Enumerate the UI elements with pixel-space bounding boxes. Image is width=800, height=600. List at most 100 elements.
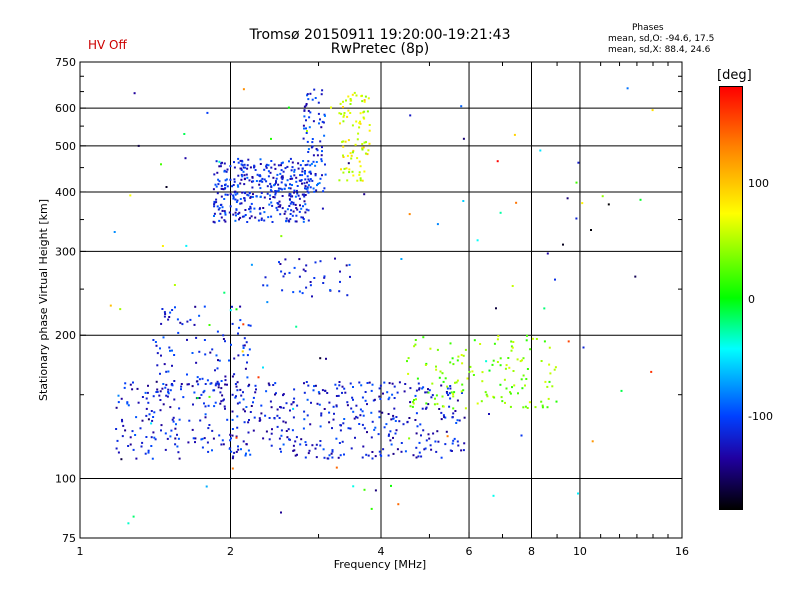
echo-point (393, 407, 396, 410)
echo-point (345, 264, 348, 267)
echo-point (481, 371, 484, 374)
y-tick-label: 200 (55, 329, 76, 342)
echo-point (158, 394, 161, 397)
echo-point (234, 193, 237, 196)
echo-point (312, 120, 315, 123)
echo-point (311, 444, 314, 447)
echo-point (356, 416, 359, 419)
echo-point (344, 391, 347, 394)
echo-point (324, 163, 326, 166)
echo-point (388, 433, 390, 436)
x-tick-label: 10 (573, 545, 587, 558)
echo-point (370, 411, 373, 414)
echo-point (155, 391, 158, 393)
echo-point (361, 179, 364, 182)
echo-point (191, 352, 194, 354)
echo-point (447, 394, 450, 396)
echo-point (361, 396, 364, 399)
echo-point (156, 364, 159, 367)
echo-point (415, 456, 418, 459)
echo-point (409, 405, 412, 408)
echo-point (169, 389, 172, 392)
echo-point (503, 378, 506, 381)
echo-point (302, 268, 305, 271)
echo-point (231, 418, 234, 421)
echo-point (351, 170, 354, 173)
echo-point (233, 357, 236, 360)
echo-point (258, 180, 261, 183)
echo-point (304, 203, 307, 206)
echo-point (129, 383, 132, 386)
echo-point (152, 431, 155, 434)
echo-point (289, 178, 292, 180)
echo-point (347, 95, 350, 98)
echo-point (453, 391, 456, 394)
echo-point (273, 196, 276, 199)
echo-point (321, 150, 323, 153)
echo-point (135, 416, 138, 419)
echo-point (156, 390, 159, 393)
echo-point (435, 368, 438, 371)
echo-point (236, 426, 239, 429)
echo-point (238, 218, 240, 221)
echo-point (409, 114, 412, 117)
echo-point (409, 401, 412, 404)
echo-point (304, 441, 307, 444)
echo-point (435, 365, 437, 368)
echo-point (367, 454, 370, 457)
echo-point (350, 154, 353, 157)
echo-point (450, 450, 453, 452)
echo-point (391, 382, 394, 385)
echo-point (316, 402, 319, 405)
echo-point (235, 385, 238, 388)
echo-point (247, 158, 250, 161)
echo-point (156, 352, 159, 355)
echo-point (270, 137, 272, 140)
echo-point (268, 203, 271, 206)
echo-point (289, 187, 292, 190)
echo-point (217, 386, 220, 389)
echo-point (251, 180, 253, 183)
echo-point (252, 396, 255, 399)
echo-point (265, 390, 268, 393)
echo-point (396, 448, 399, 451)
echo-point (235, 214, 237, 217)
echo-point (522, 374, 525, 377)
echo-point (258, 183, 261, 186)
echo-point (456, 379, 459, 382)
echo-point (212, 437, 215, 440)
colorbar-tick-minus100: -100 (748, 410, 773, 423)
echo-point (260, 217, 263, 220)
echo-point (242, 391, 244, 394)
echo-point (460, 390, 463, 393)
echo-point (236, 389, 239, 392)
echo-point (344, 140, 347, 143)
echo-point (286, 165, 289, 168)
echo-point (244, 410, 246, 413)
echo-point (150, 445, 153, 447)
echo-point (188, 419, 191, 422)
echo-point (539, 149, 542, 152)
echo-point (311, 138, 314, 140)
echo-point (307, 151, 310, 153)
echo-point (307, 184, 310, 187)
echo-point (270, 186, 273, 189)
echo-point (237, 157, 240, 160)
echo-point (325, 357, 327, 360)
echo-point (230, 343, 232, 346)
echo-point (353, 91, 356, 94)
echo-point (305, 104, 308, 107)
echo-point (159, 390, 162, 393)
echo-point (292, 444, 295, 447)
echo-point (162, 403, 165, 406)
echo-point (167, 392, 170, 395)
echo-point (349, 103, 352, 105)
echo-point (449, 385, 452, 387)
echo-point (304, 178, 307, 181)
echo-point (450, 391, 453, 394)
echo-point (196, 376, 199, 379)
echo-point (319, 260, 322, 263)
echo-point (196, 397, 199, 399)
echo-point (232, 184, 235, 186)
echo-point (242, 398, 245, 401)
